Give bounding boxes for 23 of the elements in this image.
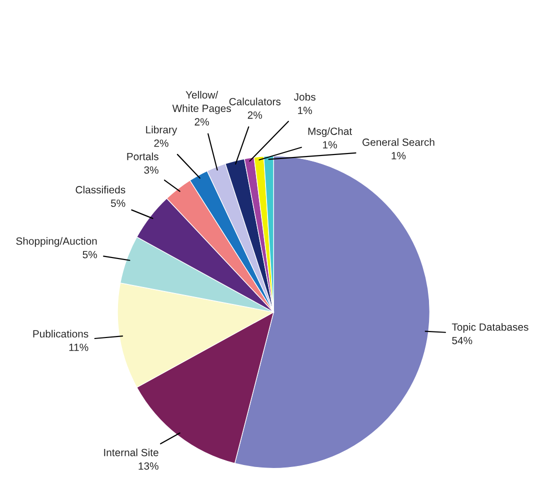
data-label: 2% [194, 118, 209, 126]
slice-label: Calculators [229, 98, 281, 106]
slice-label: Msg/Chat [308, 127, 352, 138]
data-label: 13% [138, 462, 158, 470]
slice-label: Jobs [294, 92, 316, 101]
data-label: 54% [452, 336, 472, 344]
data-label: 2% [248, 111, 262, 119]
slice-label: Library [146, 126, 178, 136]
slice-label: Internal Site [104, 448, 158, 456]
slice-label: Topic Databases [452, 323, 528, 333]
data-label: 1% [323, 141, 337, 148]
slice-label: Publications [33, 330, 88, 338]
data-label: 3% [144, 166, 158, 174]
slice-label: Portals [127, 152, 158, 160]
slice-label: General Search [362, 138, 434, 146]
data-label: 5% [110, 200, 126, 207]
slice-label: Shopping/Auction [16, 237, 97, 247]
slice-label: Classifieds [76, 186, 126, 194]
data-label: 11% [69, 344, 88, 351]
data-label: 2% [154, 140, 168, 147]
data-label: 1% [392, 152, 406, 160]
data-label: 1% [298, 106, 312, 114]
data-label: 5% [82, 250, 97, 258]
